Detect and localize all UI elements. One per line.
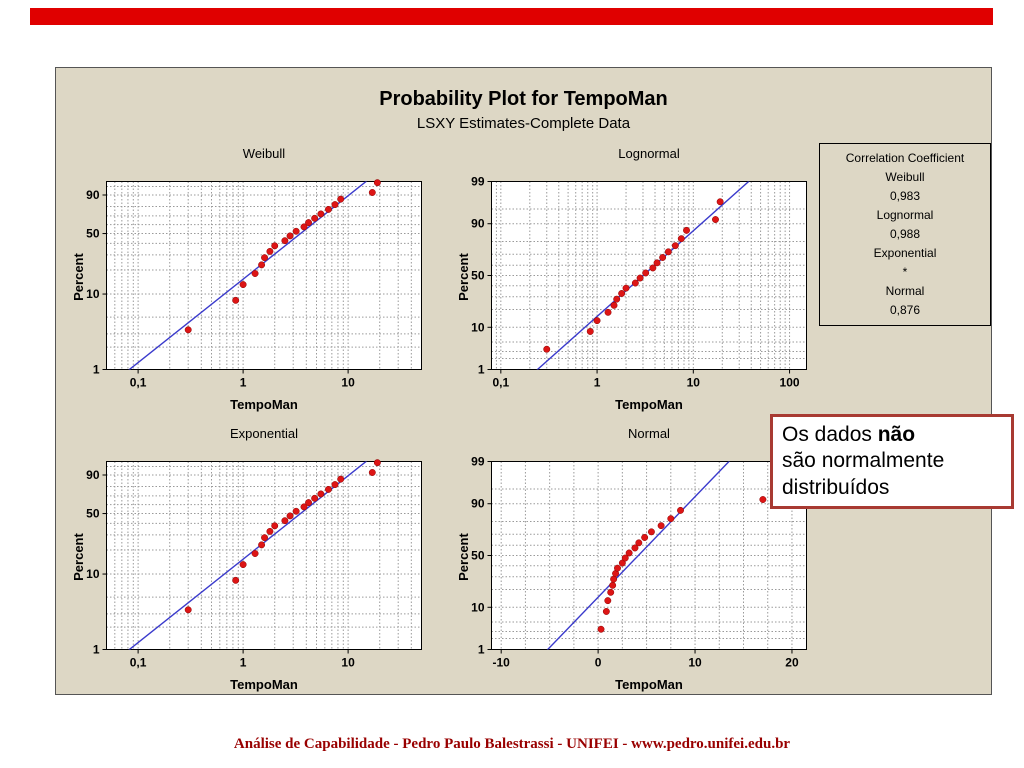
legend-value: 0,988: [889, 227, 921, 241]
svg-text:50: 50: [471, 269, 485, 283]
svg-text:0: 0: [595, 656, 602, 670]
svg-text:10: 10: [86, 567, 100, 581]
legend-title: Correlation Coefficient: [845, 151, 965, 165]
subplot-title: Weibull: [242, 146, 286, 161]
normal-plot-canvas: -10 0 10 20 1 10 50 90 99: [471, 455, 807, 670]
callout-line: Os dados não: [782, 422, 1002, 448]
legend-value: 0,876: [889, 303, 921, 317]
x-axis-label: TempoMan: [615, 677, 683, 692]
callout-line: distribuídos: [782, 475, 890, 499]
legend-dist-name: Exponential: [873, 246, 937, 260]
svg-text:10: 10: [471, 320, 485, 334]
svg-text:50: 50: [471, 549, 485, 563]
subplot-title: Normal: [628, 426, 670, 441]
svg-text:10: 10: [687, 376, 701, 390]
chart-subtitle: LSXY Estimates-Complete Data: [416, 115, 631, 132]
subplot-title: Lognormal: [618, 146, 680, 161]
svg-text:10: 10: [341, 656, 355, 670]
svg-text:50: 50: [86, 227, 100, 241]
svg-text:20: 20: [785, 656, 799, 670]
legend-dist-name: Weibull: [885, 170, 925, 184]
svg-text:50: 50: [86, 507, 100, 521]
red-accent-bar: [30, 8, 993, 25]
svg-text:100: 100: [780, 376, 800, 390]
svg-text:90: 90: [86, 468, 100, 482]
svg-text:1: 1: [93, 643, 100, 657]
svg-text:0,1: 0,1: [130, 656, 147, 670]
svg-text:90: 90: [471, 217, 485, 231]
callout-text-prefix: Os dados: [782, 423, 878, 446]
svg-text:1: 1: [478, 643, 485, 657]
callout-text-bold: não: [877, 423, 916, 446]
lognormal-plot-canvas: 0,1 1 10 100 1 10 50 90 99: [471, 175, 807, 390]
svg-text:10: 10: [86, 287, 100, 301]
svg-text:10: 10: [471, 600, 485, 614]
svg-text:10: 10: [688, 656, 702, 670]
callout-note: Os dados não são normalmente distribuído…: [770, 414, 1014, 509]
svg-text:1: 1: [594, 376, 601, 390]
subplot-lognormal: Lognormal Percent 0,1 1 10 100 1 10 50 90 99 Tem…: [441, 143, 823, 435]
svg-text:90: 90: [471, 497, 485, 511]
x-axis-label: TempoMan: [615, 397, 683, 412]
legend-value: *: [902, 265, 908, 279]
legend-dist-name: Lognormal: [876, 208, 934, 222]
subplot-normal: Normal Percent -10 0 10 20 1 10 50 90 99 TempoMa…: [441, 423, 823, 715]
svg-text:1: 1: [478, 363, 485, 377]
svg-text:99: 99: [471, 455, 485, 469]
x-axis-label: TempoMan: [230, 677, 298, 692]
callout-line: são normalmente: [782, 449, 945, 473]
subplot-exponential: Exponential Percent 0,1 1 10 1 10 50 90 TempoM…: [56, 423, 438, 715]
svg-text:-10: -10: [493, 656, 511, 670]
svg-text:10: 10: [341, 376, 355, 390]
svg-text:0,1: 0,1: [492, 376, 509, 390]
x-axis-label: TempoMan: [230, 397, 298, 412]
minitab-graph-panel: Probability Plot for TempoMan LSXY Estim…: [55, 67, 992, 695]
svg-text:1: 1: [240, 656, 247, 670]
correlation-coefficient-legend: Correlation Coefficient Weibull 0,983 Lo…: [819, 143, 991, 326]
footer-credit: Análise de Capabilidade - Pedro Paulo Ba…: [233, 736, 791, 752]
exponential-plot-canvas: 0,1 1 10 1 10 50 90: [86, 459, 422, 670]
chart-title: Probability Plot for TempoMan: [379, 88, 668, 110]
svg-text:1: 1: [93, 363, 100, 377]
weibull-plot-canvas: 0,1 1 10 1 10 50 90: [86, 179, 422, 390]
subplot-weibull: Weibull Percent 0,1 1 10 1 10 50 90 TempoMan: [56, 143, 438, 435]
svg-text:0,1: 0,1: [130, 376, 147, 390]
legend-value: 0,983: [889, 189, 921, 203]
svg-text:1: 1: [240, 376, 247, 390]
svg-text:90: 90: [86, 188, 100, 202]
legend-dist-name: Normal: [885, 284, 925, 298]
svg-text:99: 99: [471, 175, 485, 189]
subplot-title: Exponential: [230, 426, 298, 441]
